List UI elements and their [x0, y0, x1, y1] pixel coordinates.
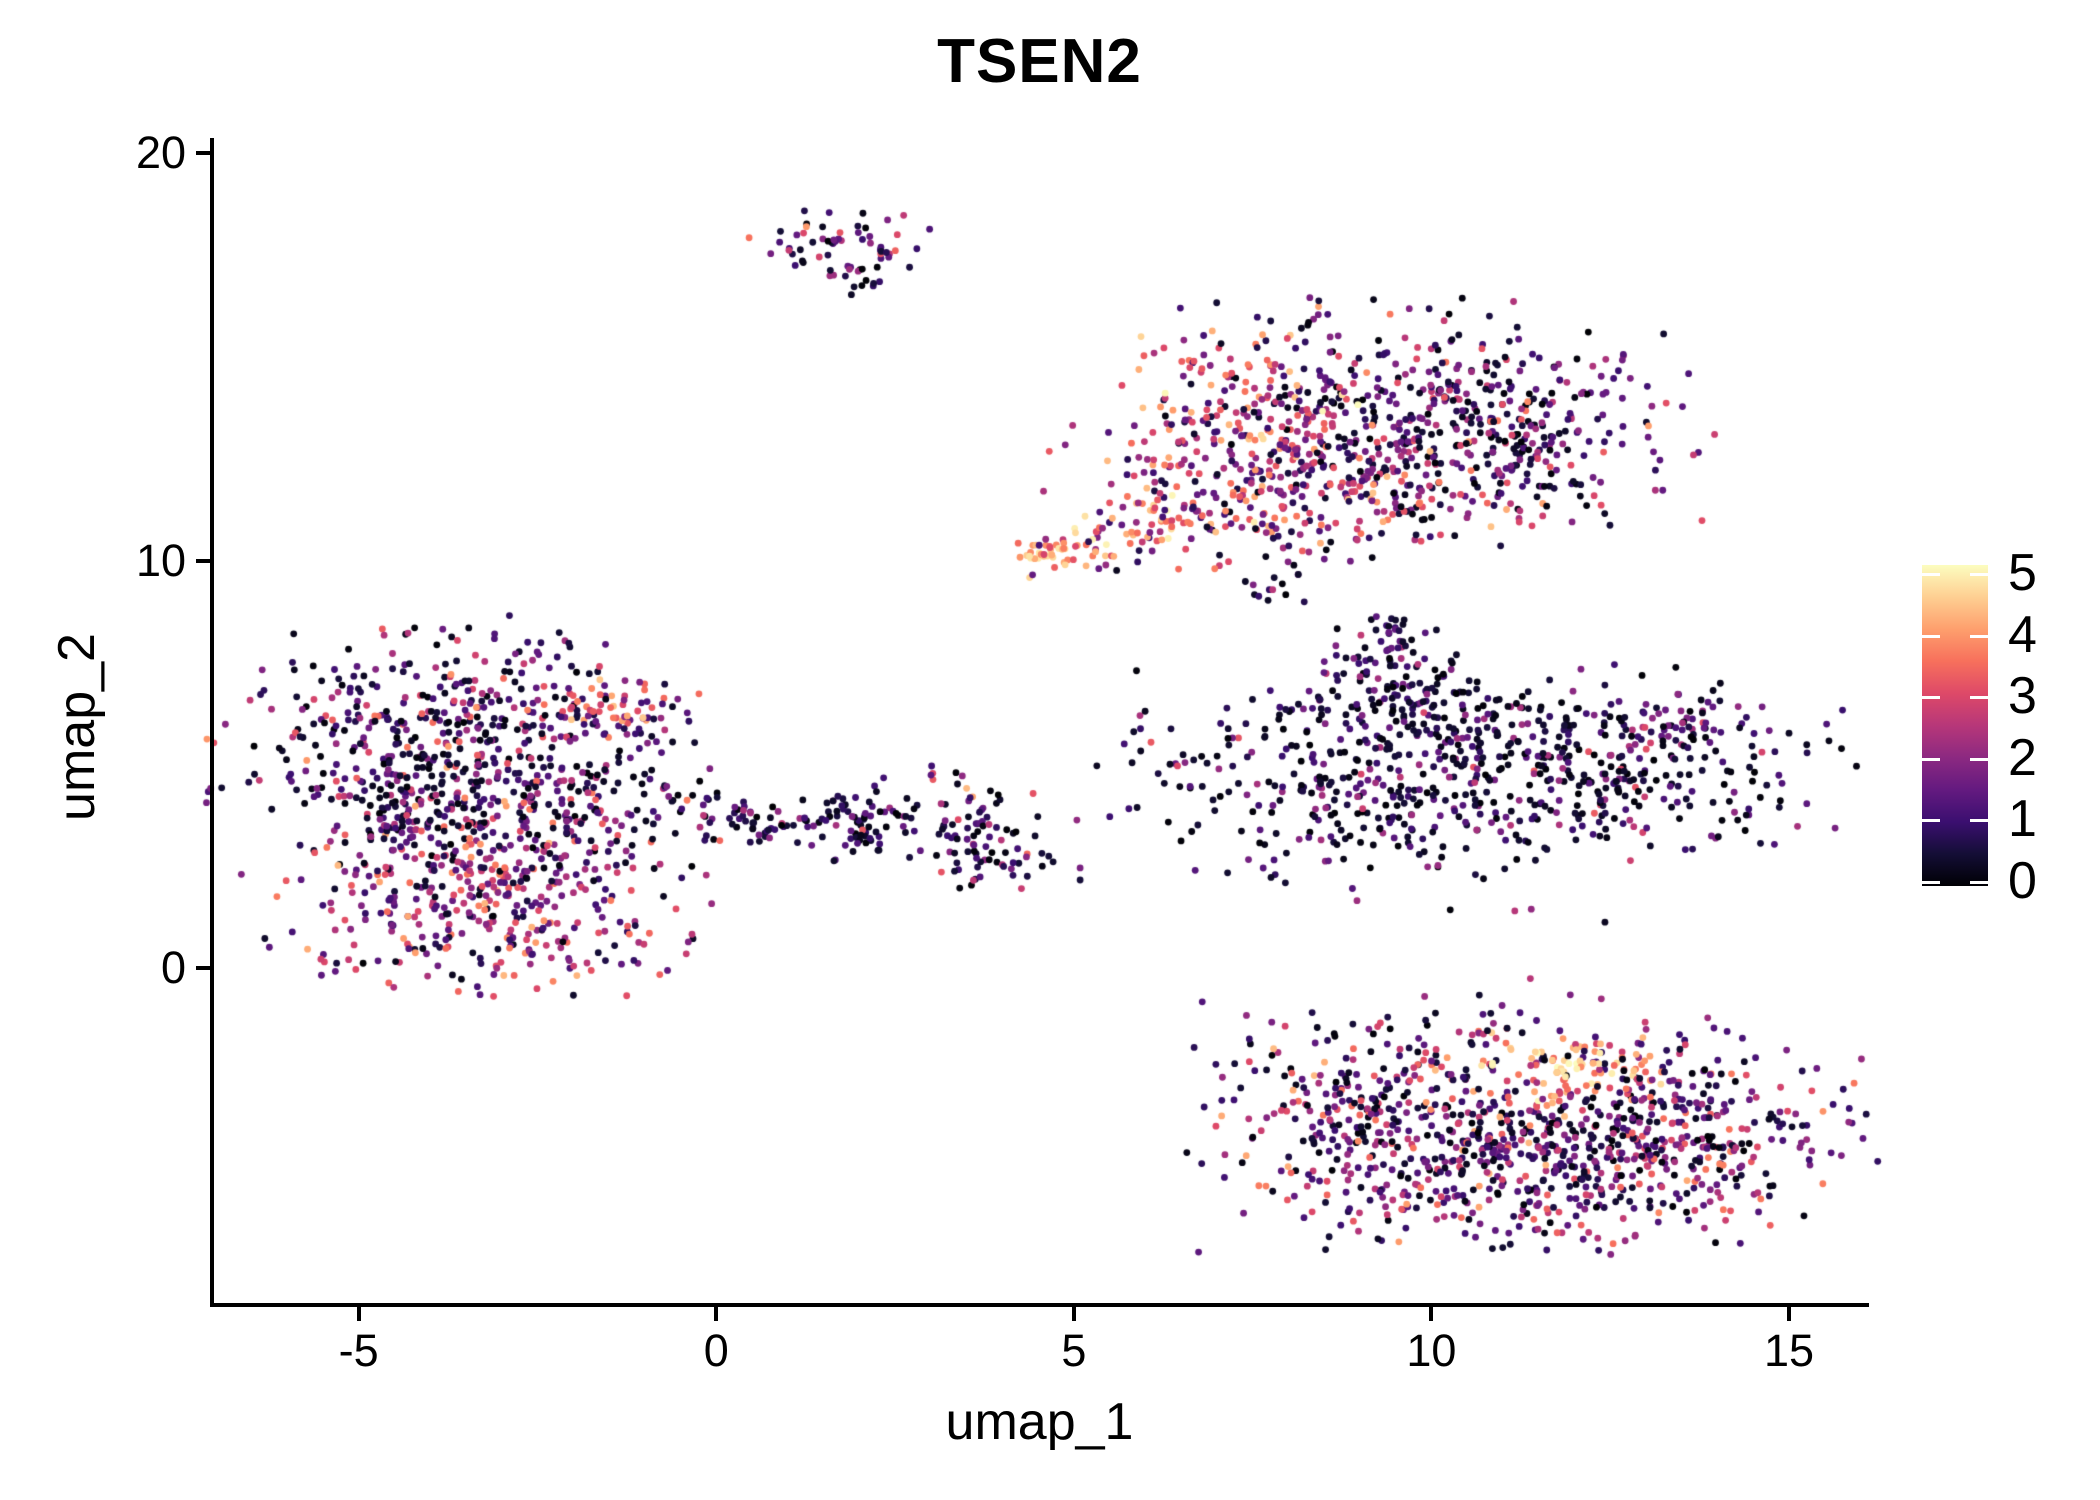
x-axis-line [210, 1303, 1869, 1307]
x-axis-tick [1429, 1307, 1434, 1321]
x-axis-tick-label: 10 [1406, 1325, 1457, 1376]
x-axis-tick [356, 1307, 361, 1321]
colorbar-tick-left [1922, 634, 1940, 638]
x-axis-tick [1071, 1307, 1076, 1321]
y-axis-tick [196, 558, 210, 563]
x-axis-tick-label: 5 [1061, 1325, 1087, 1376]
y-axis-tick [196, 965, 210, 970]
y-axis-tick-label: 10 [135, 534, 186, 586]
x-axis-label: umap_1 [945, 1393, 1134, 1451]
colorbar-tick-label: 0 [2008, 852, 2037, 910]
colorbar-tick-right [1970, 757, 1988, 761]
x-axis-tick-label: -5 [338, 1325, 379, 1376]
colorbar-tick-label: 4 [2008, 605, 2037, 664]
plot-title: TSEN2 [937, 27, 1142, 96]
colorbar-tick-label: 3 [2008, 667, 2037, 726]
y-axis-label: umap_2 [48, 633, 106, 821]
colorbar-tick-right [1970, 696, 1988, 700]
y-axis-tick [196, 151, 210, 156]
colorbar-tick-left [1922, 757, 1940, 761]
y-axis-tick-label: 0 [160, 941, 186, 993]
colorbar-tick-left [1922, 573, 1940, 576]
colorbar-gradient [1922, 565, 1988, 886]
colorbar-tick-right [1970, 634, 1988, 638]
x-axis-tick [714, 1307, 719, 1321]
colorbar-tick-label: 1 [2008, 790, 2037, 849]
colorbar-tick-right [1970, 819, 1988, 823]
colorbar-tick-left [1922, 881, 1940, 884]
colorbar-tick-label: 2 [2008, 728, 2037, 787]
x-axis-tick-label: 15 [1764, 1325, 1815, 1376]
y-axis-tick-label: 20 [135, 127, 186, 179]
colorbar-tick-label: 5 [2008, 544, 2037, 602]
colorbar-tick-right [1970, 881, 1988, 884]
x-axis-tick [1787, 1307, 1792, 1321]
colorbar-tick-left [1922, 696, 1940, 700]
y-axis-line [210, 138, 214, 1307]
x-axis-tick-label: 0 [703, 1325, 729, 1376]
colorbar-tick-right [1970, 573, 1988, 576]
colorbar-tick-left [1922, 819, 1940, 823]
